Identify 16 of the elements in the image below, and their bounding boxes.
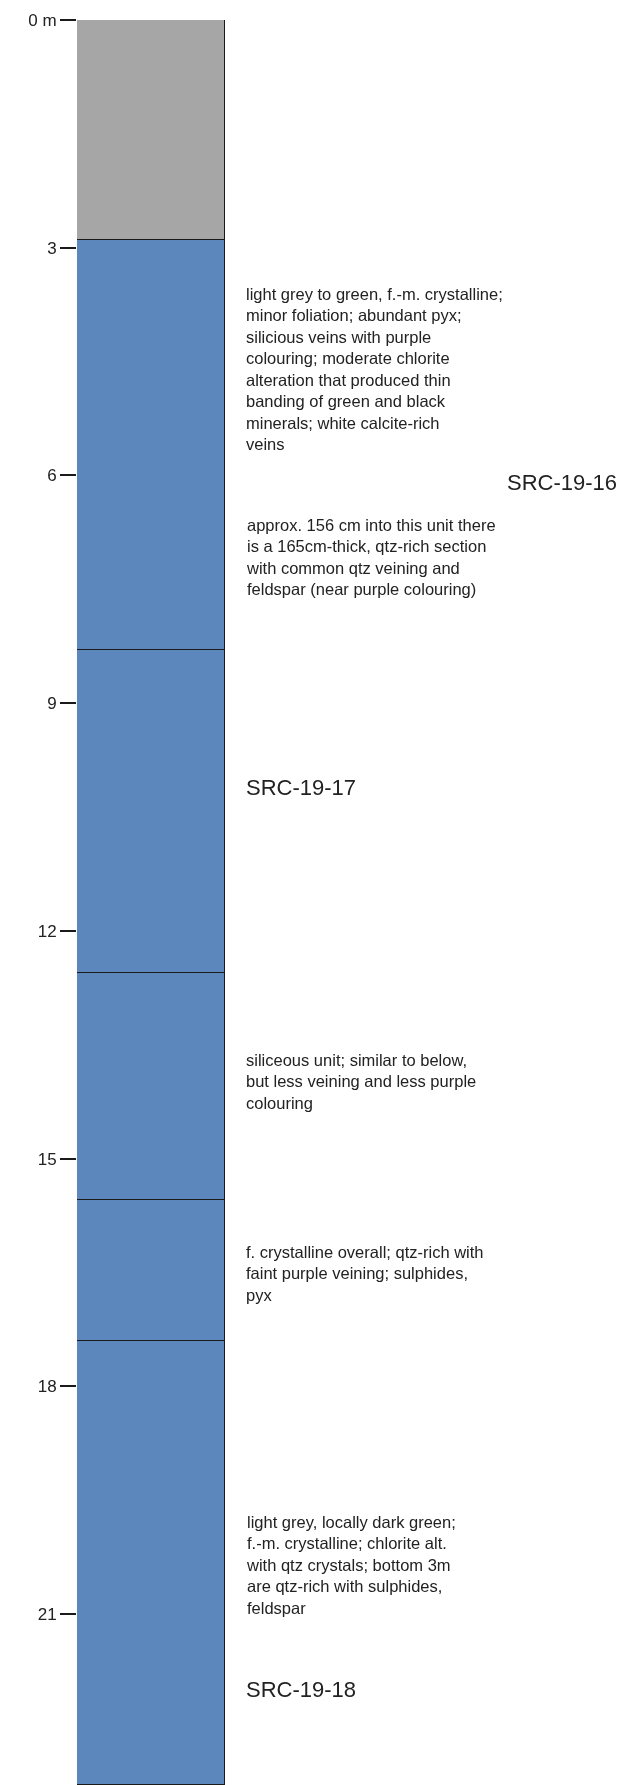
text: f. crystalline overall; qtz-rich with faint purple veining; sulphides, pyx [246,1243,484,1304]
text: SRC-19-18 [246,1677,357,1702]
text: light grey, locally dark green; f.-m. crystalline; chlorite alt. with qtz crystals; bottom 3m are qtz-rich with sulphides, feldspar [246,1513,456,1617]
text: siliceous unit; similar to below, but less veining and less purple colouring [246,1051,477,1112]
text: light grey to green, f.-m. crystalline; minor foliation; abundant pyx; silicious veins with purple colouring; moderate chlorite alteration that produced thin banding of green and black minerals; white calcite-rich veins [246,285,503,454]
y-tick-label: 15 [37,1149,57,1169]
y-tick-label: 6 [47,466,57,486]
text: SRC-19-16 [507,470,618,495]
y-tick-label: 3 [47,238,57,258]
y-tick-label: 0 m [28,10,57,30]
y-tick-label: 18 [37,1377,57,1397]
y-tick-label: 12 [37,921,57,941]
y-tick-label: 9 [47,694,57,714]
text: SRC-19-17 [246,775,357,800]
text: approx. 156 cm into this unit there is a 165cm-thick, qtz-rich section with common qtz veining and feldspar (near purple colouring) [246,516,496,599]
y-tick-label: 21 [37,1605,57,1625]
